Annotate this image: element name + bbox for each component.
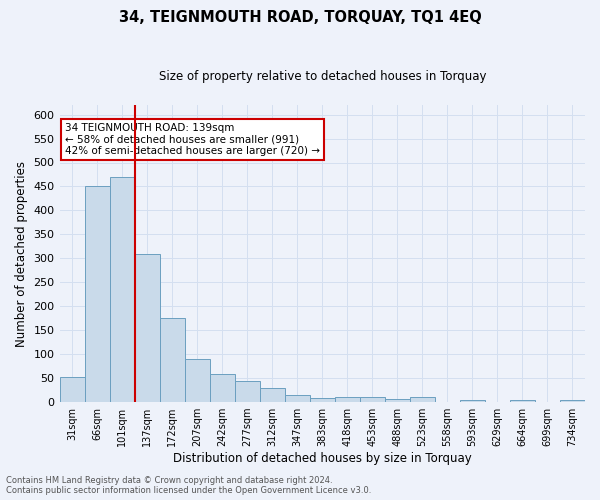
X-axis label: Distribution of detached houses by size in Torquay: Distribution of detached houses by size … (173, 452, 472, 465)
Text: 34 TEIGNMOUTH ROAD: 139sqm
← 58% of detached houses are smaller (991)
42% of sem: 34 TEIGNMOUTH ROAD: 139sqm ← 58% of deta… (65, 123, 320, 156)
Text: 34, TEIGNMOUTH ROAD, TORQUAY, TQ1 4EQ: 34, TEIGNMOUTH ROAD, TORQUAY, TQ1 4EQ (119, 10, 481, 25)
Bar (85, 186, 110, 402)
Bar (335, 398, 360, 402)
Bar (310, 398, 335, 402)
Bar (134, 254, 160, 402)
Bar (160, 318, 185, 402)
Bar (209, 374, 235, 402)
Bar (410, 398, 435, 402)
Bar (235, 382, 260, 402)
Bar (360, 398, 385, 402)
Text: Contains HM Land Registry data © Crown copyright and database right 2024.
Contai: Contains HM Land Registry data © Crown c… (6, 476, 371, 495)
Bar (560, 400, 585, 402)
Bar (59, 376, 85, 402)
Bar (385, 398, 410, 402)
Bar (510, 400, 535, 402)
Title: Size of property relative to detached houses in Torquay: Size of property relative to detached ho… (158, 70, 486, 83)
Bar (185, 359, 209, 402)
Bar (460, 400, 485, 402)
Bar (285, 395, 310, 402)
Y-axis label: Number of detached properties: Number of detached properties (15, 160, 28, 346)
Bar (110, 177, 134, 402)
Bar (260, 388, 285, 402)
